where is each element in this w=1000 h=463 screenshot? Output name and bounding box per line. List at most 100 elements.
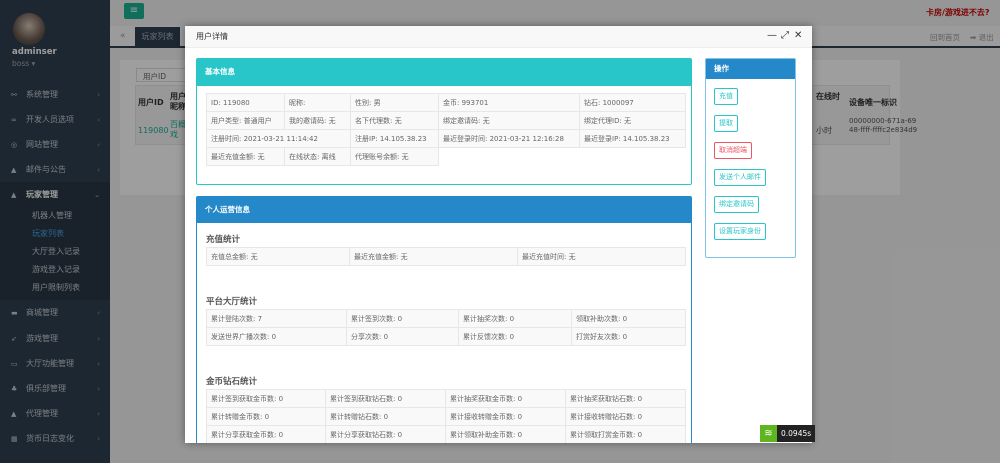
sidebar-item-4[interactable]: ▲ 玩家管理 ⌄ bbox=[0, 185, 110, 205]
table-row: 累计登陆次数: 7 累计签到次数: 0 累计抽奖次数: 0 领取补助次数: 0 bbox=[206, 309, 686, 328]
sidebar-subitem-3[interactable]: 游戏登入记录 bbox=[32, 265, 80, 274]
recharge-button[interactable]: 充值 bbox=[714, 88, 738, 105]
recharge-stats-title: 充值统计 bbox=[206, 235, 241, 245]
trace-badge[interactable]: ≋ 0.0945s bbox=[760, 425, 816, 442]
cancel-super-button[interactable]: 取消超端 bbox=[714, 142, 752, 159]
close-icon[interactable]: ✕ bbox=[794, 30, 803, 41]
home-link[interactable]: 回到首页 bbox=[930, 33, 960, 42]
table-row: 注册时间: 2021-03-21 11:14:42 注册IP: 14.105.38… bbox=[206, 129, 686, 148]
chevron-icon: ‹ bbox=[97, 116, 100, 124]
avatar[interactable] bbox=[13, 13, 45, 45]
table-cell: 累计登陆次数: 7 bbox=[206, 309, 347, 328]
recharge-stats-table: 充值总金额: 无最近充值金额: 无最近充值时间: 无 bbox=[206, 247, 686, 266]
infinity-icon: ∞ bbox=[11, 116, 17, 124]
sidebar-subitem-1[interactable]: 玩家列表 bbox=[32, 229, 64, 238]
table-row: 累计分享获取金币数: 0 累计分享获取钻石数: 0 累计领取补助金币数: 0 累计领取… bbox=[206, 425, 686, 443]
table-cell: 分享次数: 0 bbox=[346, 327, 459, 346]
sidebar-item-8[interactable]: ♣ 俱乐部管理 ‹ bbox=[0, 379, 110, 399]
table-row: 用户类型: 普通用户 我的邀请码: 无名下代理数: 无绑定邀请码: 无绑定代理ID… bbox=[206, 111, 686, 130]
sidebar-subitem-2[interactable]: 大厅登入记录 bbox=[32, 247, 80, 256]
table-cell: 最近登录IP: 14.105.38.23 bbox=[579, 129, 686, 148]
group-icon: ♣ bbox=[11, 385, 18, 393]
help-link[interactable]: 卡房/游戏进不去? bbox=[926, 8, 990, 17]
cell-device: 00000000-671a-6948-ffff-ffffc2e834d9 bbox=[849, 117, 918, 134]
table-cell: 累计分享获取金币数: 0 bbox=[206, 425, 326, 443]
table-cell: 累计抽奖次数: 0 bbox=[458, 309, 572, 328]
sidebar-item-label: 网站管理 bbox=[26, 140, 58, 149]
th-online: 在线时 bbox=[816, 92, 840, 101]
table-cell: 性别: 男 bbox=[350, 93, 439, 112]
cell-nickname[interactable]: 百概戏 bbox=[170, 120, 186, 139]
table-cell: 注册IP: 14.105.38.23 bbox=[350, 129, 439, 148]
sidebar-item-label: 货币日志变化 bbox=[26, 434, 74, 443]
sidebar-subitem-0[interactable]: 机器人管理 bbox=[32, 211, 72, 220]
table-row: 累计转赠金币数: 0 累计转赠钻石数: 0 累计接收转赠金币数: 0 累计接收转赠钻石… bbox=[206, 407, 686, 426]
sidebar-item-label: 商城管理 bbox=[26, 308, 58, 317]
th-user-id: 用户ID bbox=[138, 98, 164, 107]
table-cell: 注册时间: 2021-03-21 11:14:42 bbox=[206, 129, 351, 148]
sidebar-item-label: 系统管理 bbox=[26, 90, 58, 99]
minimize-icon[interactable]: — bbox=[767, 30, 777, 41]
logout-link[interactable]: ➡ 退出 bbox=[970, 33, 994, 42]
withdraw-button[interactable]: 提取 bbox=[714, 115, 738, 132]
send-mail-button[interactable]: 发送个人邮件 bbox=[714, 169, 766, 186]
table-cell: 累计领取补助金币数: 0 bbox=[445, 425, 566, 443]
table-cell: 累计转赠钻石数: 0 bbox=[325, 407, 446, 426]
chevron-icon: ‹ bbox=[97, 435, 100, 443]
sidebar-item-0[interactable]: ⚯ 系统管理 ‹ bbox=[0, 85, 110, 105]
sidebar-item-7[interactable]: ▭ 大厅功能管理 ‹ bbox=[0, 354, 110, 374]
menu-toggle-button[interactable]: ≡ bbox=[124, 3, 144, 19]
sidebar-subitem-4[interactable]: 用户限制列表 bbox=[32, 283, 80, 292]
table-row: ID: 119080 昵称: 性别: 男金币: 993701 钻石: 1000097 bbox=[206, 93, 686, 112]
table-cell: 累计分享获取钻石数: 0 bbox=[325, 425, 446, 443]
table-cell: 充值总金额: 无 bbox=[206, 247, 350, 266]
table-cell: 最近充值金额: 无 bbox=[206, 147, 285, 166]
sidebar-item-6[interactable]: ➶ 游戏管理 ‹ bbox=[0, 329, 110, 349]
sidebar-expanded-bg bbox=[0, 182, 110, 300]
sidebar-item-label: 大厅功能管理 bbox=[26, 359, 74, 368]
chevron-icon: ‹ bbox=[97, 385, 100, 393]
table-cell: 发送世界广播次数: 0 bbox=[206, 327, 347, 346]
table-cell: 绑定代理ID: 无 bbox=[579, 111, 686, 130]
share-icon: ⚯ bbox=[11, 91, 17, 99]
cell-online: 小时 bbox=[816, 126, 832, 135]
table-cell: 我的邀请码: 无 bbox=[284, 111, 351, 130]
chevron-icon: ‹ bbox=[97, 360, 100, 368]
table-cell: 在线状态: 离线 bbox=[284, 147, 351, 166]
table-row: 充值总金额: 无最近充值金额: 无最近充值时间: 无 bbox=[206, 247, 686, 266]
table-cell: ID: 119080 bbox=[206, 93, 285, 112]
sidebar-item-3[interactable]: ▲ 邮件与公告 ‹ bbox=[0, 160, 110, 180]
set-player-role-button[interactable]: 设置玩家身份 bbox=[714, 223, 766, 240]
sidebar-item-9[interactable]: ▲ 代理管理 ‹ bbox=[0, 404, 110, 424]
cell-user-id[interactable]: 119080 bbox=[138, 126, 169, 135]
hall-stats-table: 累计登陆次数: 7 累计签到次数: 0 累计抽奖次数: 0 领取补助次数: 0 发送世界… bbox=[206, 309, 686, 346]
sidebar: adminser boss ▾ ⚯ 系统管理 ‹ ∞ 开发人员选项 ‹ ◎ 网站管理 ‹ ▲ 邮件与… bbox=[0, 0, 110, 463]
sidebar-item-10[interactable]: ▦ 货币日志变化 ‹ bbox=[0, 429, 110, 449]
chevron-icon: ‹ bbox=[97, 309, 100, 317]
role-dropdown[interactable]: boss ▾ bbox=[12, 59, 36, 68]
coin-stats-table: 累计签到获取金币数: 0 累计签到获取钻石数: 0 累计抽奖获取金币数: 0 累计抽奖… bbox=[206, 389, 686, 443]
bind-invite-code-button[interactable]: 绑定邀请码 bbox=[714, 196, 759, 213]
tab-back-button[interactable]: « bbox=[120, 31, 126, 41]
maximize-icon[interactable]: ⤢ bbox=[781, 30, 789, 41]
chevron-icon: ‹ bbox=[97, 335, 100, 343]
sidebar-item-2[interactable]: ◎ 网站管理 ‹ bbox=[0, 135, 110, 155]
sidebar-item-1[interactable]: ∞ 开发人员选项 ‹ bbox=[0, 110, 110, 130]
chevron-icon: ‹ bbox=[97, 166, 100, 174]
chevron-icon: ‹ bbox=[97, 141, 100, 149]
sidebar-item-5[interactable]: ▬ 商城管理 ‹ bbox=[0, 303, 110, 323]
runtime-label: 0.0945s bbox=[777, 425, 816, 442]
thinkphp-logo-icon: ≋ bbox=[760, 425, 777, 442]
sidebar-item-label: 俱乐部管理 bbox=[26, 384, 66, 393]
table-cell: 累计签到获取钻石数: 0 bbox=[325, 389, 446, 408]
table-cell: 累计接收转赠金币数: 0 bbox=[445, 407, 566, 426]
th-device: 设备唯一标识 bbox=[849, 98, 897, 107]
tab-player-list[interactable]: 玩家列表 bbox=[135, 27, 180, 47]
table-cell: 绑定邀请码: 无 bbox=[438, 111, 580, 130]
sidebar-item-label: 玩家管理 bbox=[26, 190, 58, 199]
table-cell: 打赏好友次数: 0 bbox=[571, 327, 686, 346]
table-cell: 累计接收转赠钻石数: 0 bbox=[565, 407, 686, 426]
actions-panel: 操作 充值 提取 取消超端 发送个人邮件 绑定邀请码 设置玩家身份 bbox=[705, 58, 796, 258]
table-row: 最近充值金额: 无在线状态: 离线 代理账号余额: 无 bbox=[206, 147, 686, 166]
user-id-filter[interactable]: 用户ID bbox=[136, 68, 196, 82]
